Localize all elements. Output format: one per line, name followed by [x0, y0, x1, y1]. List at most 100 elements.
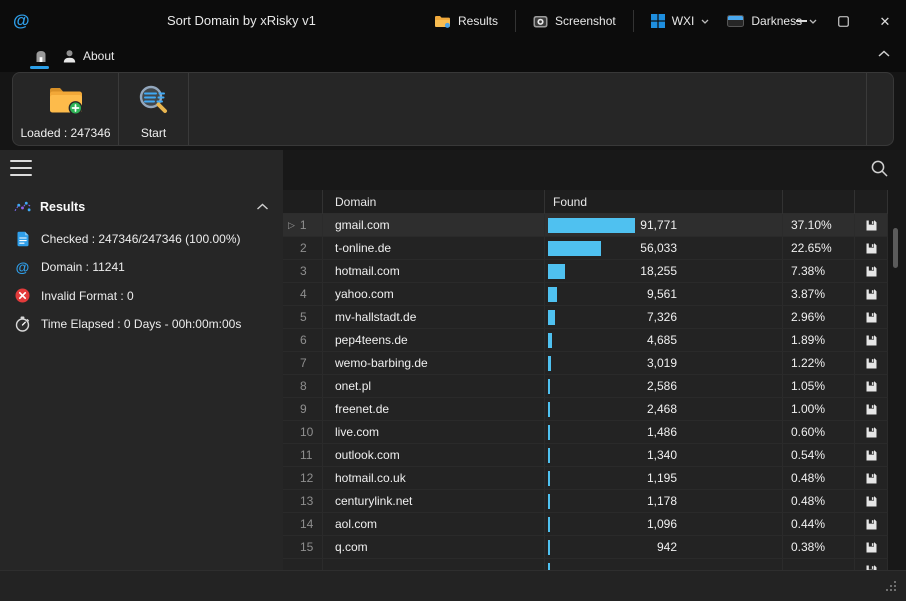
domain-cell: live.com: [323, 421, 545, 444]
save-floppy-icon: [865, 288, 878, 301]
save-row-button[interactable]: [855, 260, 888, 283]
percent-cell: 1.22%: [783, 352, 855, 375]
row-number-cell: 6: [283, 329, 323, 352]
save-row-button[interactable]: [855, 352, 888, 375]
row-number: 9: [300, 398, 307, 420]
row-number-cell: [283, 559, 323, 570]
close-button[interactable]: ✕: [864, 0, 906, 42]
save-floppy-icon: [865, 403, 878, 416]
save-row-button[interactable]: [855, 513, 888, 536]
row-number: 4: [300, 283, 307, 305]
save-floppy-icon: [865, 541, 878, 554]
save-row-button[interactable]: [855, 329, 888, 352]
table-row[interactable]: [283, 559, 888, 570]
found-value: 1,178: [647, 490, 677, 512]
save-floppy-icon: [865, 311, 878, 324]
maximize-icon: [838, 16, 849, 27]
percent-cell: 0.54%: [783, 444, 855, 467]
save-row-button[interactable]: [855, 398, 888, 421]
close-icon: ✕: [880, 15, 891, 28]
domain-cell: q.com: [323, 536, 545, 559]
row-number: 12: [300, 467, 313, 489]
found-value: 2,468: [647, 398, 677, 420]
table-row[interactable]: 2t-online.de56,03322.65%: [283, 237, 888, 260]
save-floppy-icon: [865, 357, 878, 370]
table-row[interactable]: 12hotmail.co.uk1,1950.48%: [283, 467, 888, 490]
stat-invalid-format: Invalid Format : 0: [14, 287, 274, 304]
found-cell: 9,561: [545, 283, 783, 306]
hamburger-menu-button[interactable]: [10, 158, 34, 178]
save-row-button[interactable]: [855, 559, 888, 570]
results-button-label: Results: [458, 14, 498, 28]
table-row[interactable]: 10live.com1,4860.60%: [283, 421, 888, 444]
start-button[interactable]: Start: [119, 73, 189, 145]
folder-add-icon: [47, 73, 85, 126]
scrollbar-thumb[interactable]: [893, 228, 898, 268]
table-row[interactable]: 7wemo-barbing.de3,0191.22%: [283, 352, 888, 375]
table-row[interactable]: 9freenet.de2,4681.00%: [283, 398, 888, 421]
screenshot-button[interactable]: Screenshot: [524, 9, 625, 33]
save-row-button[interactable]: [855, 467, 888, 490]
stat-time-label: Time Elapsed : 0 Days - 00h:00m:00s: [41, 317, 241, 331]
vertical-scrollbar[interactable]: [893, 214, 898, 562]
search-button[interactable]: [870, 159, 890, 179]
row-number-cell: 7: [283, 352, 323, 375]
save-row-button[interactable]: [855, 444, 888, 467]
save-row-button[interactable]: [855, 306, 888, 329]
maximize-button[interactable]: [822, 0, 864, 42]
results-table-panel: Domain Found ▷1gmail.com91,77137.10%2t-o…: [283, 150, 906, 570]
found-cell: 18,255: [545, 260, 783, 283]
table-row[interactable]: 11outlook.com1,3400.54%: [283, 444, 888, 467]
results-section-title: Results: [40, 200, 247, 214]
results-section-header[interactable]: Results: [14, 198, 269, 216]
save-row-button[interactable]: [855, 214, 888, 237]
found-bar: [548, 287, 557, 302]
save-floppy-icon: [865, 426, 878, 439]
row-number-cell: 9: [283, 398, 323, 421]
ribbon-collapse-button[interactable]: [877, 50, 891, 60]
percent-cell: 1.05%: [783, 375, 855, 398]
save-floppy-icon: [865, 334, 878, 347]
header-row-number[interactable]: [283, 190, 323, 214]
table-row[interactable]: ▷1gmail.com91,77137.10%: [283, 214, 888, 237]
wxi-dropdown[interactable]: WXI: [642, 9, 719, 33]
expand-arrow-icon[interactable]: ▷: [288, 214, 295, 236]
minimize-button[interactable]: [780, 0, 822, 42]
resize-grip[interactable]: [886, 581, 897, 592]
header-save[interactable]: [855, 190, 888, 214]
table-row[interactable]: 8onet.pl2,5861.05%: [283, 375, 888, 398]
save-row-button[interactable]: [855, 237, 888, 260]
results-button[interactable]: Results: [425, 9, 507, 33]
header-found[interactable]: Found: [545, 190, 783, 214]
save-row-button[interactable]: [855, 490, 888, 513]
table-row[interactable]: 6pep4teens.de4,6851.89%: [283, 329, 888, 352]
chevron-down-icon: [701, 19, 709, 24]
row-number: 14: [300, 513, 313, 535]
found-bar: [548, 563, 550, 570]
magnifier-filter-icon: [137, 73, 171, 126]
domain-cell: hotmail.com: [323, 260, 545, 283]
stat-time-elapsed: Time Elapsed : 0 Days - 00h:00m:00s: [14, 315, 274, 332]
found-value: 2,586: [647, 375, 677, 397]
percent-cell: 0.48%: [783, 467, 855, 490]
ribbon-toolbar: Loaded : 247346 Start: [12, 72, 894, 146]
header-percent[interactable]: [783, 190, 855, 214]
save-row-button[interactable]: [855, 375, 888, 398]
save-row-button[interactable]: [855, 283, 888, 306]
titlebar-separator: [515, 10, 516, 32]
loaded-button[interactable]: Loaded : 247346: [13, 73, 119, 145]
found-bar: [548, 425, 550, 440]
table-row[interactable]: 3hotmail.com18,2557.38%: [283, 260, 888, 283]
table-row[interactable]: 5mv-hallstadt.de7,3262.96%: [283, 306, 888, 329]
table-row[interactable]: 4yahoo.com9,5613.87%: [283, 283, 888, 306]
tab-about[interactable]: About: [62, 44, 114, 68]
tab-home[interactable]: [28, 44, 54, 68]
table-row[interactable]: 15q.com9420.38%: [283, 536, 888, 559]
table-row[interactable]: 14aol.com1,0960.44%: [283, 513, 888, 536]
title-bar: @ Sort Domain by xRisky v1 Results Scree…: [0, 0, 906, 42]
header-domain[interactable]: Domain: [323, 190, 545, 214]
save-row-button[interactable]: [855, 536, 888, 559]
table-row[interactable]: 13centurylink.net1,1780.48%: [283, 490, 888, 513]
found-cell: [545, 559, 783, 570]
save-row-button[interactable]: [855, 421, 888, 444]
